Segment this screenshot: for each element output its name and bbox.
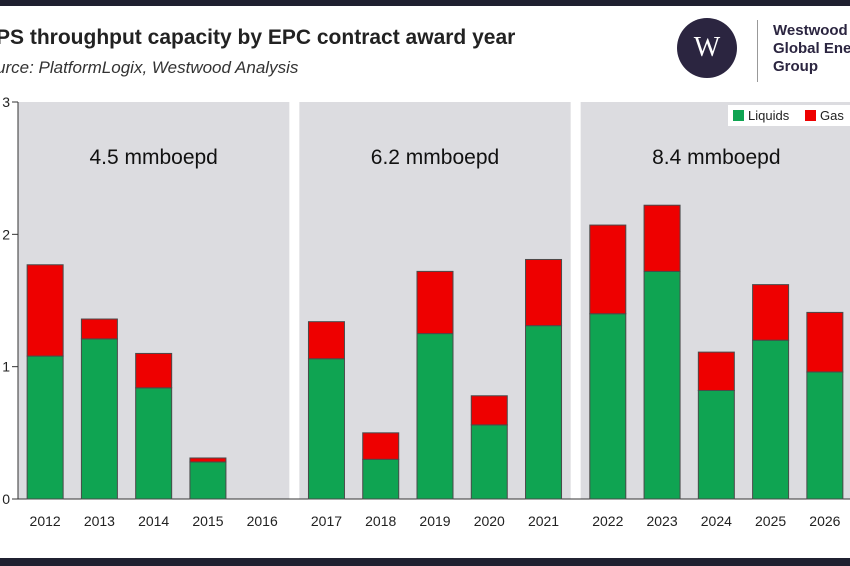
bar-liquids [589,313,627,500]
bar-gas [80,318,118,340]
brand-line-3: Group [773,58,818,75]
group-total-label: 6.2 mmboepd [371,146,499,169]
bar-liquids [806,371,844,500]
bar-liquids [697,389,735,500]
y-tick-label: 0 [2,491,10,507]
y-tick-label: 2 [2,226,10,242]
x-tick-label: 2015 [192,513,223,529]
bar-gas [189,457,227,463]
bar-liquids [135,387,173,500]
x-tick-label: 2021 [528,513,559,529]
bar-gas [752,284,790,341]
bar-gas [525,258,563,327]
x-tick-label: 2026 [809,513,840,529]
x-tick-label: 2024 [701,513,732,529]
chart-title: PS throughput capacity by EPC contract a… [0,26,516,49]
bar-liquids [470,424,508,500]
bar-gas [697,351,735,391]
brand-line-1: Westwood [773,22,848,39]
bar-liquids [525,325,563,500]
group-total-label: 4.5 mmboepd [89,146,217,169]
bar-liquids [416,333,454,500]
bar-liquids [362,458,400,500]
logo-letter: W [693,32,721,63]
x-tick-label: 2019 [419,513,450,529]
x-tick-label: 2012 [30,513,61,529]
bar-liquids [752,339,790,500]
bar-liquids [643,270,681,500]
bar-gas [307,321,345,360]
y-tick-label: 3 [2,94,10,110]
chart-source: urce: PlatformLogix, Westwood Analysis [0,58,299,77]
x-tick-label: 2014 [138,513,169,529]
bar-liquids [307,358,345,500]
bar-gas [806,311,844,373]
x-tick-label: 2025 [755,513,786,529]
logo-divider [757,20,758,82]
x-tick-label: 2017 [311,513,342,529]
brand-name: Westwood Global Ene Group [773,22,850,76]
y-tick-label: 1 [2,359,10,375]
legend-label: Gas [820,108,844,123]
brand-line-2: Global Ene [773,40,850,57]
westwood-logo-icon: W [677,18,737,78]
bar-gas [135,352,173,389]
stacked-bar-chart: 4.5 mmboepd 6.2 mmboepd 8.4 mmboepd 0 1 2 3 201… [2,94,850,529]
legend-swatch [805,110,816,121]
x-tick-label: 2013 [84,513,115,529]
chart-frame: PS throughput capacity by EPC contract a… [0,6,850,558]
x-tick-label: 2018 [365,513,396,529]
bar-gas [470,395,508,426]
legend-label: Liquids [748,108,790,123]
x-tick-label: 2020 [474,513,505,529]
bar-gas [416,270,454,335]
bar-liquids [80,338,118,500]
x-tick-label: 2016 [247,513,278,529]
x-tick-label: 2022 [592,513,623,529]
legend-box [728,105,850,126]
bar-gas [589,224,627,315]
bar-gas [26,264,64,357]
legend-swatch [733,110,744,121]
group-total-label: 8.4 mmboepd [652,146,780,169]
x-tick-label: 2023 [646,513,677,529]
bar-gas [362,432,400,460]
bar-liquids [189,461,227,500]
bar-gas [643,204,681,272]
bar-liquids [26,355,64,500]
